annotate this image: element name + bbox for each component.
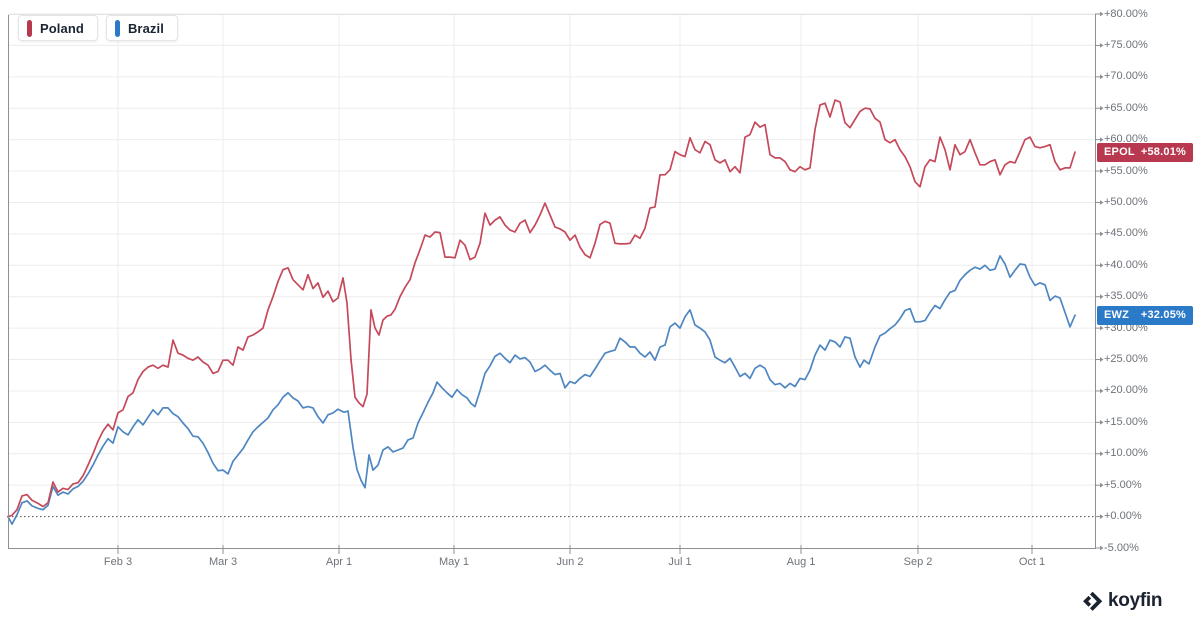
y-tick-arrow	[1100, 231, 1104, 237]
y-tick-arrow	[1100, 168, 1104, 174]
legend-item-brazil[interactable]: Brazil	[105, 15, 178, 41]
y-tick-arrow	[1100, 105, 1104, 111]
y-axis-label: -5.00%	[1104, 541, 1139, 554]
y-tick-arrow	[1100, 43, 1104, 48]
badge-value: +58.01%	[1140, 145, 1186, 158]
koyfin-logo[interactable]: koyfin	[1080, 589, 1162, 613]
y-axis-label: +35.00%	[1104, 290, 1148, 303]
y-axis-label: +45.00%	[1104, 227, 1148, 240]
x-axis-label: Apr 1	[325, 556, 353, 568]
legend-label-poland: Poland	[40, 20, 84, 36]
badge-ticker: EWZ	[1104, 308, 1130, 321]
y-axis-label: +5.00%	[1104, 478, 1142, 491]
y-axis-label: +50.00%	[1104, 195, 1148, 208]
y-axis-label: +80.00%	[1104, 7, 1148, 20]
y-tick-arrow	[1100, 74, 1104, 80]
x-axis-label: Sep 2	[903, 556, 933, 568]
x-axis-label: Feb 3	[103, 556, 133, 568]
last-value-badge-EWZ: EWZ +32.05%	[1097, 305, 1193, 325]
y-tick-arrow	[1100, 11, 1104, 17]
legend-label-brazil: Brazil	[127, 20, 164, 36]
x-axis-label: May 1	[439, 556, 469, 568]
y-axis-label: +20.00%	[1104, 384, 1148, 397]
y-tick-arrow	[1100, 514, 1104, 519]
series-line-EPOL[interactable]	[7, 99, 1076, 518]
y-tick-arrow	[1100, 294, 1104, 300]
koyfin-logo-icon	[1083, 591, 1103, 611]
y-axis-label: +65.00%	[1104, 101, 1148, 114]
y-axis-label: +15.00%	[1104, 415, 1148, 428]
y-tick-arrow	[1100, 325, 1104, 331]
y-axis-label: +0.00%	[1104, 510, 1142, 523]
y-tick-arrow	[1100, 482, 1104, 488]
y-tick-arrow	[1100, 262, 1104, 268]
series-line-EWZ[interactable]	[7, 255, 1076, 525]
badge-ticker: EPOL	[1104, 145, 1135, 158]
y-axis-label: +40.00%	[1104, 258, 1148, 271]
x-axis-label: Jun 2	[556, 556, 584, 568]
y-axis-label: +10.00%	[1104, 447, 1148, 460]
y-tick-arrow	[1100, 137, 1104, 143]
x-axis-label: Oct 1	[1018, 556, 1046, 568]
legend: Poland Brazil	[18, 15, 178, 41]
y-tick-arrow	[1100, 388, 1104, 394]
y-tick-arrow	[1100, 545, 1104, 551]
koyfin-logo-text: koyfin	[1108, 590, 1163, 611]
y-tick-arrow	[1100, 419, 1104, 425]
y-tick-arrow	[1100, 451, 1104, 457]
y-tick-arrow	[1100, 357, 1104, 362]
y-axis-label: +75.00%	[1104, 38, 1148, 51]
x-axis-label: Aug 1	[786, 556, 816, 568]
y-tick-arrow	[1100, 200, 1104, 205]
y-axis-label: +55.00%	[1104, 164, 1148, 177]
x-axis-label: Jul 1	[668, 556, 692, 568]
y-axis-label: +25.00%	[1104, 353, 1148, 366]
last-value-badge-EPOL: EPOL +58.01%	[1097, 142, 1193, 162]
brazil-series-color-bar	[114, 19, 120, 37]
x-axis-label: Mar 3	[208, 556, 238, 568]
poland-series-color-bar	[27, 19, 32, 37]
badge-value: +32.05%	[1140, 308, 1186, 321]
y-axis-label: +70.00%	[1104, 70, 1148, 83]
y-axis-label: +60.00%	[1104, 133, 1148, 146]
legend-item-poland[interactable]: Poland	[18, 15, 98, 41]
